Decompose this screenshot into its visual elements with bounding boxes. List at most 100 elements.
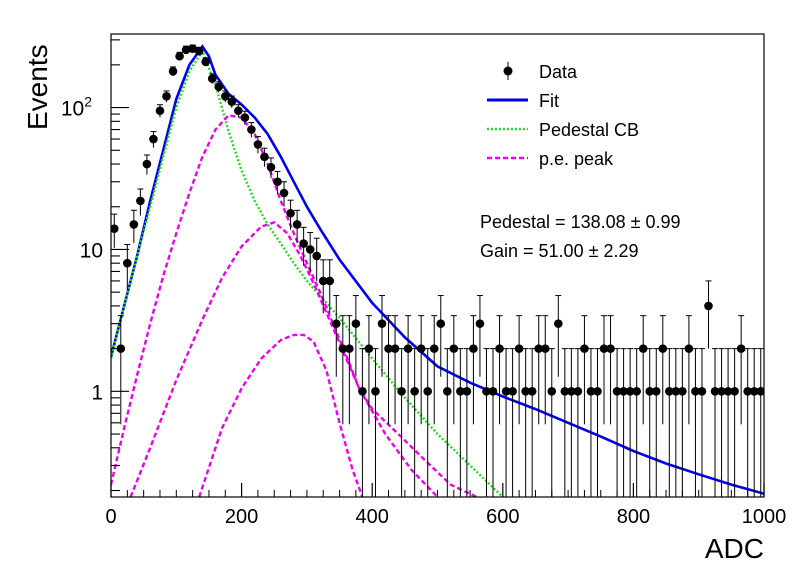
data-point <box>364 315 374 425</box>
data-marker <box>586 387 596 396</box>
data-marker <box>514 344 524 353</box>
annotation-pedestal: Pedestal = 138.08 ± 0.99 <box>480 212 681 232</box>
data-points-layer <box>111 44 764 497</box>
data-point <box>710 348 720 497</box>
data-point <box>299 226 308 266</box>
data-point <box>234 104 243 118</box>
data-marker <box>318 276 328 286</box>
legend: Data Fit Pedestal CB p.e. peak <box>487 62 639 169</box>
data-point <box>168 66 178 77</box>
data-marker <box>155 106 165 116</box>
data-point <box>397 348 406 497</box>
data-marker <box>678 387 687 396</box>
data-marker <box>279 188 289 198</box>
data-point <box>371 348 380 497</box>
curve-p-e-peak-3 <box>111 114 478 497</box>
data-marker <box>684 344 694 353</box>
data-marker <box>116 344 126 353</box>
data-marker <box>403 344 413 353</box>
data-point <box>743 348 752 497</box>
data-marker <box>377 319 387 328</box>
data-marker <box>521 387 530 396</box>
data-point <box>220 90 230 103</box>
data-point <box>567 348 576 497</box>
data-marker <box>736 344 746 353</box>
data-point <box>312 237 321 281</box>
data-point <box>475 295 485 377</box>
data-marker <box>253 140 263 149</box>
data-marker <box>227 97 237 106</box>
data-point <box>384 315 393 425</box>
data-marker <box>371 387 380 396</box>
data-marker <box>410 387 419 396</box>
data-marker <box>331 319 341 328</box>
data-marker <box>149 134 158 144</box>
data-point <box>462 348 472 497</box>
data-marker <box>299 239 308 248</box>
data-marker <box>501 387 511 396</box>
data-point <box>540 315 550 425</box>
data-marker <box>691 387 700 396</box>
x-tick-label: 400 <box>356 506 389 528</box>
data-point <box>403 315 413 425</box>
data-marker <box>168 67 178 76</box>
data-marker <box>508 387 517 396</box>
data-marker <box>632 387 641 396</box>
annotation-gain: Gain = 51.00 ± 2.29 <box>480 241 639 261</box>
data-point <box>736 315 746 425</box>
legend-item-pedestal-cb: Pedestal CB <box>487 120 639 140</box>
legend-item-p-e-peak: p.e. peak <box>487 149 614 169</box>
data-marker <box>162 92 171 101</box>
data-marker <box>442 387 452 396</box>
data-marker <box>723 387 733 396</box>
data-point <box>508 348 517 497</box>
data-point <box>292 209 302 243</box>
data-marker <box>599 344 609 353</box>
data-point <box>149 131 158 148</box>
data-marker <box>697 387 707 396</box>
data-point <box>188 44 197 53</box>
data-point <box>678 348 687 497</box>
data-marker <box>201 57 210 67</box>
data-point <box>632 348 641 497</box>
data-point <box>266 157 276 179</box>
data-marker <box>540 344 550 353</box>
data-point <box>606 315 615 425</box>
data-point <box>723 348 733 497</box>
data-point <box>175 51 184 61</box>
data-marker <box>743 387 752 396</box>
data-marker <box>325 276 335 286</box>
data-marker <box>384 344 393 353</box>
data-marker <box>429 344 439 353</box>
data-point <box>410 348 419 497</box>
data-point <box>449 315 459 425</box>
data-marker <box>390 344 400 353</box>
data-marker <box>749 387 759 396</box>
data-point <box>142 154 152 175</box>
data-marker <box>495 344 504 353</box>
curves-layer <box>111 44 764 497</box>
data-point <box>331 295 341 377</box>
data-marker <box>567 387 576 396</box>
data-point <box>521 348 530 497</box>
data-marker <box>260 152 269 162</box>
data-marker <box>710 387 720 396</box>
data-marker <box>292 220 302 229</box>
data-marker <box>136 196 145 206</box>
data-point <box>749 348 759 497</box>
data-marker <box>527 387 537 396</box>
data-point <box>358 348 367 497</box>
data-marker <box>194 46 204 56</box>
data-point <box>351 295 361 377</box>
data-point <box>162 90 171 103</box>
data-point <box>671 348 681 497</box>
data-marker <box>573 387 583 396</box>
data-point <box>619 348 628 497</box>
axes-layer: 0 200 400 600 800 1000 1 10 102 <box>61 39 786 528</box>
curve-p-e-peak-5 <box>198 333 364 497</box>
legend-item-data: Data <box>503 62 578 82</box>
data-point <box>547 348 557 497</box>
data-marker <box>475 319 485 328</box>
data-point <box>207 73 217 84</box>
